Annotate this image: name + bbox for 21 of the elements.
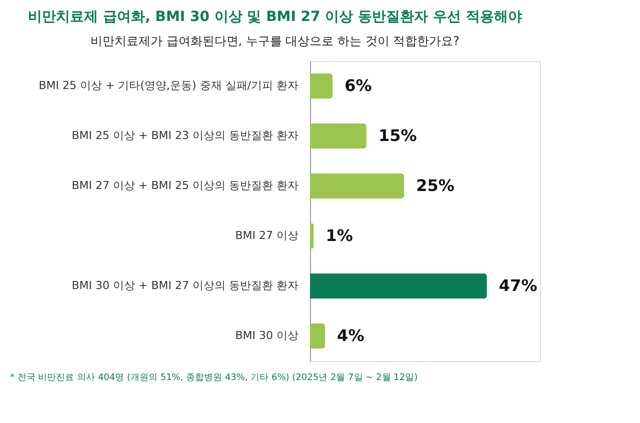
chart-title: 비만치료제 급여화, BMI 30 이상 및 BMI 27 이상 동반질환자 우선 적용해야: [28, 9, 522, 25]
bar: [310, 324, 326, 348]
bar: [310, 174, 404, 198]
y-tick-label: BMI 25 이상 + BMI 23 이상의 동반질환 환자: [72, 129, 298, 142]
bar: [310, 224, 314, 248]
chart-subtitle: 비만치료제가 급여화된다면, 누구를 대상으로 하는 것이 적합한가요?: [90, 34, 460, 48]
y-tick-label: BMI 27 이상 + BMI 25 이상의 동반질환 환자: [72, 179, 298, 192]
bar: [310, 274, 487, 298]
y-tick-label: BMI 27 이상: [235, 229, 298, 242]
bar: [310, 124, 366, 148]
y-tick-label: BMI 30 이상: [235, 329, 298, 342]
data-label: 15%: [378, 126, 417, 145]
y-tick-label: BMI 25 이상 + 기타(영양,운동) 중재 실패/기피 환자: [38, 79, 298, 92]
y-tick-label: BMI 30 이상 + BMI 27 이상의 동반질환 환자: [72, 279, 298, 292]
data-label: 1%: [326, 226, 353, 245]
data-label: 25%: [416, 176, 454, 195]
data-label: 47%: [498, 276, 538, 295]
text: * 전국 비만진료 의사 404명 (개원의 51%, 종합병원 43%, 기타 6%) (2025년 2월 7일 ~ 2월 12일): [10, 373, 418, 383]
data-label: 4%: [337, 326, 364, 345]
data-label: 6%: [344, 76, 372, 95]
bar: [310, 74, 333, 98]
